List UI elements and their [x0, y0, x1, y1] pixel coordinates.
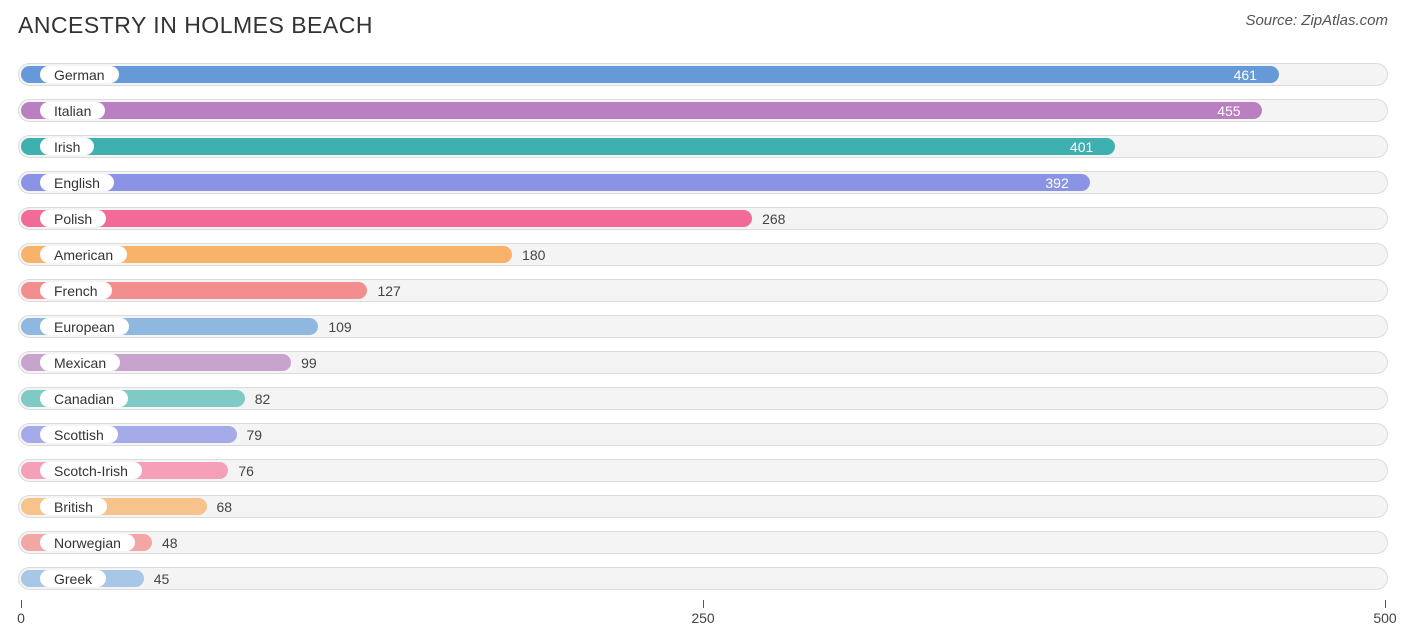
bar-value: 268	[762, 210, 785, 227]
bar-label: Polish	[40, 210, 106, 227]
bar-row: German 461	[18, 57, 1388, 92]
bar-label: American	[40, 246, 127, 263]
bar-label: Norwegian	[40, 534, 135, 551]
bar-row: English 392	[18, 165, 1388, 200]
bar-label: German	[40, 66, 119, 83]
bar-fill	[21, 138, 1115, 155]
bar-label: Greek	[40, 570, 106, 587]
bar-value: 82	[255, 390, 271, 407]
axis-tick	[1385, 600, 1386, 608]
bar-value: 401	[1070, 138, 1093, 155]
bar-fill	[21, 66, 1279, 83]
bar-row: Greek 45	[18, 561, 1388, 596]
bar-fill	[21, 210, 752, 227]
bar-row: European 109	[18, 309, 1388, 344]
bar-row: Norwegian 48	[18, 525, 1388, 560]
bar-value: 180	[522, 246, 545, 263]
bar-value: 127	[377, 282, 400, 299]
bar-value: 461	[1234, 66, 1257, 83]
bar-label: Scottish	[40, 426, 118, 443]
bar-value: 99	[301, 354, 317, 371]
bar-label: Italian	[40, 102, 105, 119]
bar-label: European	[40, 318, 129, 335]
bar-fill	[21, 174, 1090, 191]
bar-row: Mexican 99	[18, 345, 1388, 380]
bar-value: 68	[217, 498, 233, 515]
bar-fill	[21, 102, 1262, 119]
bar-row: Canadian 82	[18, 381, 1388, 416]
bars-container: German 461 Italian 455 Irish 401 English 392 Pol…	[18, 57, 1388, 596]
bar-row: Irish 401	[18, 129, 1388, 164]
bar-value: 76	[238, 462, 254, 479]
bar-label: French	[40, 282, 112, 299]
bar-value: 45	[154, 570, 170, 587]
axis-tick	[21, 600, 22, 608]
x-axis: 0250500	[18, 600, 1388, 630]
bar-row: Polish 268	[18, 201, 1388, 236]
bar-row: Scotch-Irish 76	[18, 453, 1388, 488]
chart-area: German 461 Italian 455 Irish 401 English 392 Pol…	[18, 57, 1388, 605]
bar-value: 109	[328, 318, 351, 335]
bar-label: Irish	[40, 138, 94, 155]
bar-row: Scottish 79	[18, 417, 1388, 452]
bar-value: 79	[247, 426, 263, 443]
bar-value: 392	[1045, 174, 1068, 191]
chart-title: ANCESTRY IN HOLMES BEACH	[18, 12, 373, 39]
bar-track	[18, 567, 1388, 590]
bar-track	[18, 531, 1388, 554]
chart-source: Source: ZipAtlas.com	[1245, 12, 1388, 29]
bar-value: 455	[1217, 102, 1240, 119]
chart-header: ANCESTRY IN HOLMES BEACH Source: ZipAtla…	[18, 12, 1388, 39]
axis-tick-label: 250	[691, 610, 714, 626]
bar-value: 48	[162, 534, 178, 551]
bar-row: Italian 455	[18, 93, 1388, 128]
axis-tick-label: 500	[1373, 610, 1396, 626]
bar-row: British 68	[18, 489, 1388, 524]
axis-tick	[703, 600, 704, 608]
bar-label: Scotch-Irish	[40, 462, 142, 479]
bar-row: French 127	[18, 273, 1388, 308]
bar-row: American 180	[18, 237, 1388, 272]
bar-label: Mexican	[40, 354, 120, 371]
bar-label: British	[40, 498, 107, 515]
axis-tick-label: 0	[17, 610, 25, 626]
bar-label: English	[40, 174, 114, 191]
bar-label: Canadian	[40, 390, 128, 407]
